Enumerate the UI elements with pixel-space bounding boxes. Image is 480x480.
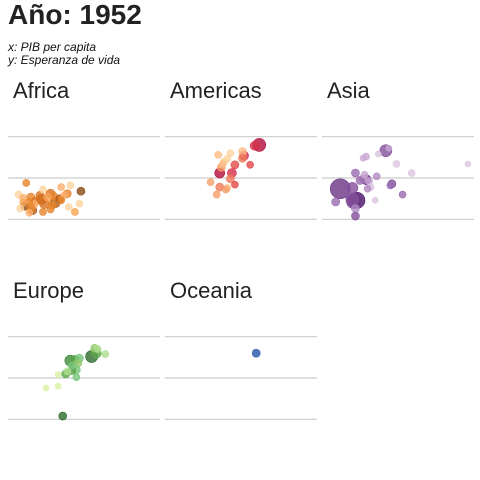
point-africa-28 <box>75 199 84 208</box>
facet-label-africa: Africa <box>13 78 70 103</box>
point-americas-7 <box>230 160 240 170</box>
point-americas-18 <box>231 180 239 189</box>
point-africa-29 <box>71 208 79 216</box>
point-africa-18 <box>57 183 66 191</box>
point-asia-17 <box>360 170 369 179</box>
point-asia-5 <box>346 182 359 194</box>
point-europe-17 <box>54 382 62 390</box>
point-europe-13 <box>68 361 76 370</box>
point-asia-27 <box>464 160 472 168</box>
point-asia-9 <box>355 176 365 185</box>
point-europe-16 <box>54 371 62 378</box>
point-africa-33 <box>57 196 66 205</box>
facet-grid: Africa Americas Asia Europe Oceania <box>8 78 474 421</box>
facet-europe: Europe <box>8 278 160 421</box>
point-americas-21 <box>212 190 221 199</box>
point-americas-16 <box>246 160 254 169</box>
point-africa-30 <box>39 208 47 216</box>
point-europe-10 <box>58 411 68 421</box>
point-americas-9 <box>226 174 235 184</box>
point-africa-19 <box>66 181 75 190</box>
facet-americas: Americas <box>165 78 317 220</box>
point-americas-20 <box>222 185 230 194</box>
point-americas-11 <box>226 149 235 157</box>
facet-oceania: Oceania <box>165 278 317 420</box>
point-africa-26 <box>16 204 24 213</box>
point-asia-20 <box>386 181 395 190</box>
point-africa-20 <box>39 185 47 194</box>
point-asia-22 <box>363 184 372 193</box>
point-asia-16 <box>407 169 416 177</box>
point-africa-25 <box>19 199 28 207</box>
point-europe-12 <box>101 350 110 358</box>
point-africa-10 <box>43 192 52 202</box>
x-axis-caption: x: PIB per capita <box>7 40 96 54</box>
facet-label-europe: Europe <box>13 278 84 303</box>
point-africa-27 <box>46 205 55 214</box>
point-asia-12 <box>351 204 360 213</box>
point-asia-26 <box>359 154 367 162</box>
point-oceania-1 <box>251 348 261 358</box>
facet-label-asia: Asia <box>327 78 371 103</box>
point-africa-17 <box>22 179 31 187</box>
point-asia-23 <box>398 190 407 199</box>
point-asia-13 <box>351 211 360 221</box>
point-africa-31 <box>25 208 34 217</box>
point-africa-16 <box>76 186 86 196</box>
point-americas-6 <box>238 153 247 163</box>
point-americas-12 <box>214 151 222 159</box>
point-asia-11 <box>331 197 340 207</box>
facet-asia: Asia <box>322 78 474 221</box>
point-americas-2 <box>249 140 260 151</box>
point-europe-18 <box>42 384 50 392</box>
point-americas-17 <box>206 178 215 186</box>
point-europe-15 <box>72 373 81 381</box>
point-africa-32 <box>65 203 73 211</box>
point-asia-18 <box>372 172 381 181</box>
point-asia-7 <box>351 168 360 178</box>
facet-label-oceania: Oceania <box>170 278 253 303</box>
point-europe-11 <box>93 345 102 353</box>
point-asia-15 <box>392 160 401 168</box>
point-americas-15 <box>218 160 227 168</box>
facet-label-americas: Americas <box>170 78 262 103</box>
point-asia-28 <box>371 197 379 204</box>
y-axis-caption: y: Esperanza de vida <box>7 53 120 67</box>
point-asia-3 <box>345 192 360 207</box>
point-europe-14 <box>63 367 72 376</box>
point-asia-25 <box>374 150 382 158</box>
chart-title: Año: 1952 <box>8 0 142 30</box>
facet-africa: Africa <box>8 78 160 220</box>
point-asia-24 <box>385 144 393 152</box>
